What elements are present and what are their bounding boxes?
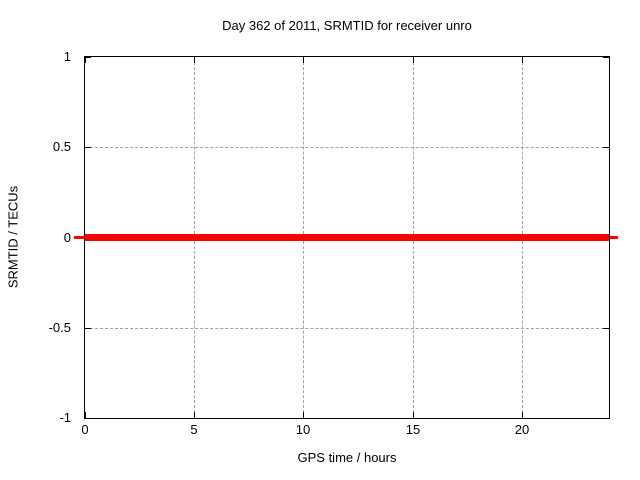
x-tick-label: 15 bbox=[405, 422, 421, 437]
y-tick-left bbox=[85, 57, 91, 58]
x-tick-top bbox=[85, 57, 86, 63]
y-tick-right bbox=[603, 328, 609, 329]
y-tick-right bbox=[603, 147, 609, 148]
series-overflow-tick-left bbox=[74, 236, 84, 239]
series-overflow-tick-right bbox=[610, 236, 618, 239]
x-tick-bottom bbox=[194, 412, 195, 418]
x-tick-top bbox=[303, 57, 304, 63]
x-tick-bottom bbox=[85, 412, 86, 418]
y-tick-left bbox=[85, 418, 91, 419]
chart-title: Day 362 of 2011, SRMTID for receiver unr… bbox=[222, 18, 472, 33]
y-tick-label: -0.5 bbox=[48, 320, 71, 335]
gridline-y bbox=[85, 147, 609, 148]
y-tick-label: -1 bbox=[59, 410, 71, 425]
y-tick-label: 0 bbox=[63, 230, 71, 245]
x-tick-label: 20 bbox=[514, 422, 530, 437]
y-tick-label: 0.5 bbox=[52, 139, 71, 154]
x-tick-bottom bbox=[303, 412, 304, 418]
x-tick-bottom bbox=[413, 412, 414, 418]
x-tick-label: 10 bbox=[295, 422, 311, 437]
x-tick-bottom bbox=[522, 412, 523, 418]
y-tick-label: 1 bbox=[63, 49, 71, 64]
x-tick-top bbox=[194, 57, 195, 63]
y-tick-right bbox=[603, 418, 609, 419]
y-tick-left bbox=[85, 147, 91, 148]
plot-area bbox=[84, 56, 610, 419]
x-tick-top bbox=[522, 57, 523, 63]
data-series-line bbox=[85, 234, 609, 241]
x-tick-top bbox=[413, 57, 414, 63]
x-tick-label: 5 bbox=[190, 422, 198, 437]
y-tick-right bbox=[603, 57, 609, 58]
gridline-y bbox=[85, 328, 609, 329]
y-tick-left bbox=[85, 328, 91, 329]
x-tick-label: 0 bbox=[81, 422, 89, 437]
x-axis-label: GPS time / hours bbox=[297, 450, 397, 465]
